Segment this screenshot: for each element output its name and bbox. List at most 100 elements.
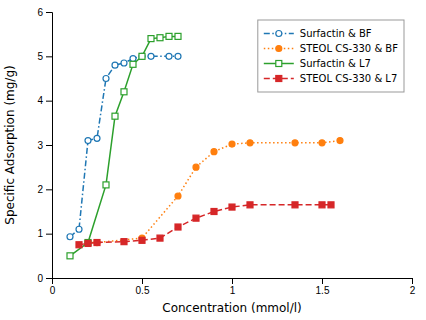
- point: [148, 53, 154, 59]
- point: [76, 242, 82, 248]
- series-line: [70, 36, 178, 255]
- point: [292, 202, 298, 208]
- point: [175, 53, 181, 59]
- x-tick-mark: [142, 278, 143, 284]
- legend-marker: [276, 46, 282, 52]
- point: [157, 35, 163, 41]
- point: [166, 33, 172, 39]
- legend-label: STEOL CS-330 & BF: [300, 43, 398, 54]
- y-tick-label: 2: [37, 184, 43, 195]
- series: [85, 138, 343, 246]
- legend-marker: [276, 76, 282, 82]
- point: [103, 182, 109, 188]
- y-tick-label: 4: [37, 95, 43, 106]
- series: [76, 202, 334, 248]
- legend-item: Surfactin & L7: [264, 58, 371, 69]
- point: [319, 140, 325, 146]
- y-axis-title: Specific Adsorption (mg/g): [3, 65, 17, 224]
- x-axis-title: Concentration (mmol/l): [162, 301, 302, 315]
- y-tick-mark: [46, 101, 52, 102]
- point: [175, 224, 181, 230]
- y-tick-label: 0: [37, 273, 43, 284]
- point: [139, 53, 145, 59]
- point: [67, 253, 73, 259]
- point: [121, 60, 127, 66]
- series: [67, 33, 181, 258]
- x-axis-line: [53, 279, 413, 285]
- legend-item: Surfactin & BF: [264, 28, 372, 39]
- point: [175, 193, 181, 199]
- y-tick-mark: [46, 278, 52, 279]
- legend-label: STEOL CS-330 & L7: [300, 73, 398, 84]
- legend-marker: [276, 31, 282, 37]
- point: [121, 89, 127, 95]
- y-axis-line: [46, 13, 53, 279]
- point: [103, 76, 109, 82]
- series-line: [88, 141, 340, 243]
- legend-frame: [258, 20, 404, 92]
- y-tick-label: 5: [37, 51, 43, 62]
- y-tick: 3: [37, 140, 52, 151]
- y-tick-label: 3: [37, 140, 43, 151]
- y-tick-mark: [46, 145, 52, 146]
- x-tick: 1.5: [316, 278, 330, 296]
- point: [247, 202, 253, 208]
- point: [319, 202, 325, 208]
- point: [94, 240, 100, 246]
- point: [166, 53, 172, 59]
- legend-label: Surfactin & BF: [300, 28, 372, 39]
- point: [112, 113, 118, 119]
- point: [85, 240, 91, 246]
- y-tick-mark: [46, 56, 52, 57]
- point: [193, 215, 199, 221]
- point: [292, 140, 298, 146]
- x-tick-mark: [412, 278, 413, 284]
- point: [193, 164, 199, 170]
- x-tick: 0.5: [136, 278, 150, 296]
- y-tick: 6: [37, 7, 52, 18]
- legend: Surfactin & BF STEOL CS-330 & BF Surfactin…: [258, 20, 404, 92]
- point: [76, 226, 82, 232]
- point: [85, 138, 91, 144]
- y-tick-label: 1: [37, 228, 43, 239]
- point: [85, 240, 91, 246]
- series-line: [70, 56, 178, 236]
- point: [229, 204, 235, 210]
- x-tick-label: 0.5: [136, 285, 150, 296]
- y-tick: 4: [37, 95, 52, 106]
- point: [211, 209, 217, 215]
- point: [175, 33, 181, 39]
- point: [130, 61, 136, 67]
- y-tick: 2: [37, 184, 52, 195]
- x-axis: 0 0.5 1 1.5 2: [50, 278, 416, 296]
- x-tick-label: 2: [410, 285, 416, 296]
- legend-label: Surfactin & L7: [300, 58, 371, 69]
- y-tick-mark: [46, 189, 52, 190]
- series-line: [79, 205, 331, 245]
- legend-item: STEOL CS-330 & BF: [264, 43, 398, 54]
- y-tick: 5: [37, 51, 52, 62]
- point: [130, 56, 136, 62]
- y-tick-label: 6: [37, 7, 43, 18]
- y-tick: 0: [37, 273, 52, 284]
- legend-item: STEOL CS-330 & L7: [264, 73, 398, 84]
- point: [139, 237, 145, 243]
- x-tick-label: 0: [50, 285, 56, 296]
- x-tick-label: 1: [230, 285, 236, 296]
- point: [85, 240, 91, 246]
- point: [121, 239, 127, 245]
- point: [112, 62, 118, 68]
- point: [94, 240, 100, 246]
- point: [229, 141, 235, 147]
- y-tick: 1: [37, 228, 52, 239]
- y-tick-mark: [46, 234, 52, 235]
- chart: 0 0.5 1 1.5 2 0 1 2 3 4 5 6 Surfactin & BF STEOL CS-3…: [0, 0, 426, 320]
- point: [247, 140, 253, 146]
- y-axis: 0 1 2 3 4 5 6: [37, 7, 52, 284]
- point: [94, 135, 100, 141]
- x-tick: 1: [230, 278, 236, 296]
- x-tick: 2: [410, 278, 416, 296]
- x-tick: 0: [50, 278, 56, 296]
- x-tick-label: 1.5: [316, 285, 330, 296]
- point: [148, 36, 154, 42]
